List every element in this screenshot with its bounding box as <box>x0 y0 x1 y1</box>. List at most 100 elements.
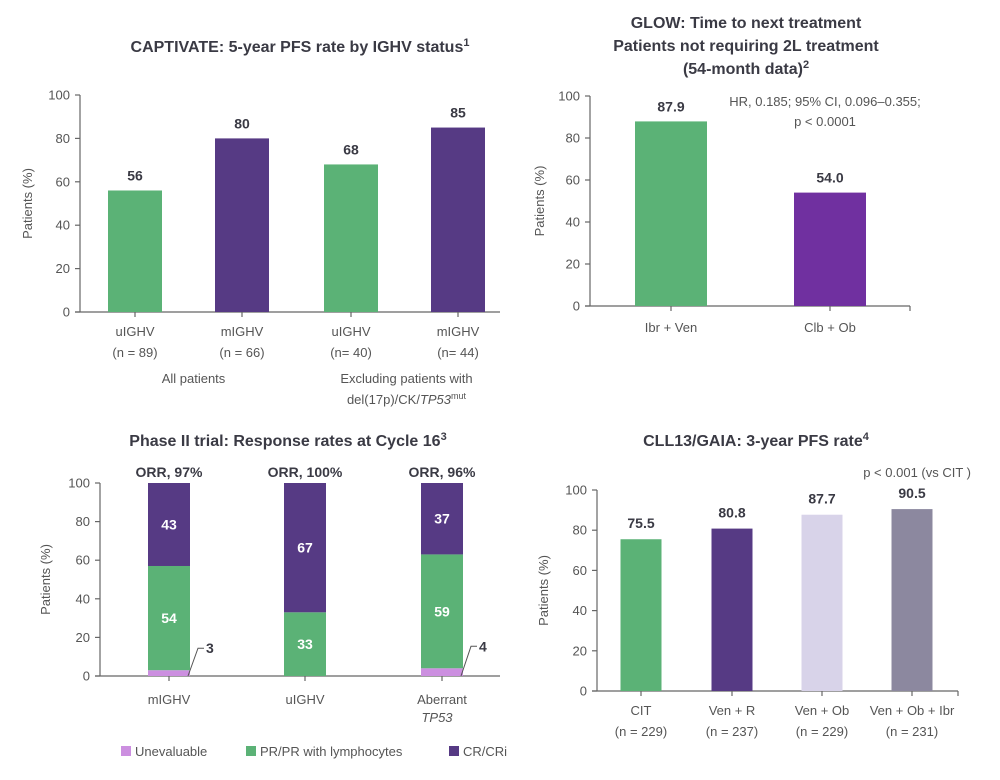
y-tick-label: 0 <box>580 684 587 699</box>
x-category-label: Aberrant <box>417 692 467 707</box>
y-tick-label: 80 <box>573 523 587 538</box>
x-category-label: mIGHV <box>437 324 480 339</box>
y-tick-label: 40 <box>573 603 587 618</box>
x-category-sublabel: (n = 229) <box>615 724 667 739</box>
callout-line <box>187 647 204 677</box>
y-tick-label: 40 <box>566 215 580 230</box>
stacked-bar-segment <box>148 565 190 671</box>
bar <box>635 121 707 306</box>
x-category-label: Ven + Ob <box>795 703 850 718</box>
segment-value-label: 3 <box>206 640 214 656</box>
chart-title-line2: Patients not requiring 2L treatment <box>613 38 879 55</box>
x-category-sublabel: (n = 89) <box>112 345 157 360</box>
orr-label: ORR, 100% <box>268 464 343 480</box>
bar-value-label: 87.9 <box>657 98 684 114</box>
x-category-label: Ibr + Ven <box>645 320 697 335</box>
x-category-label-line2: TP53 <box>421 710 453 725</box>
chart-title: CAPTIVATE: 5-year PFS rate by IGHV statu… <box>131 37 470 56</box>
segment-value-label: 37 <box>434 511 450 527</box>
x-category-label: uIGHV <box>285 692 324 707</box>
chart-title-line3: (54-month data)2 <box>683 59 809 78</box>
x-category-label: Clb + Ob <box>804 320 856 335</box>
y-tick-label: 80 <box>56 131 70 146</box>
y-tick-label: 100 <box>68 476 90 491</box>
bar-value-label: 85 <box>450 105 466 121</box>
y-axis-label: Patients (%) <box>38 544 53 615</box>
y-tick-label: 100 <box>48 88 70 103</box>
orr-label: ORR, 97% <box>136 464 203 480</box>
y-tick-label: 0 <box>63 305 70 320</box>
orr-label: ORR, 96% <box>409 464 476 480</box>
y-axis-label: Patients (%) <box>20 168 35 239</box>
y-tick-label: 60 <box>573 563 587 578</box>
bar-value-label: 87.7 <box>808 491 835 507</box>
chart-glow: GLOW: Time to next treatment Patients not… <box>532 15 921 335</box>
callout-line <box>460 645 477 677</box>
legend-swatch <box>449 746 459 756</box>
y-tick-label: 40 <box>56 218 70 233</box>
y-axis-label: Patients (%) <box>532 166 547 237</box>
bar-value-label: 56 <box>127 167 143 183</box>
legend: Unevaluable PR/PR with lymphocytes CR/CRi <box>121 744 507 759</box>
hr-annotation-line2: p < 0.0001 <box>794 114 856 129</box>
legend-label: PR/PR with lymphocytes <box>260 744 403 759</box>
segment-value-label: 67 <box>297 540 313 556</box>
bar-value-label: 80.8 <box>718 505 745 521</box>
x-category-sublabel: (n= 40) <box>330 345 372 360</box>
y-tick-label: 0 <box>573 299 580 314</box>
x-category-sublabel: (n = 66) <box>219 345 264 360</box>
x-category-sublabel: (n= 44) <box>437 345 479 360</box>
bar <box>431 127 485 312</box>
bar-value-label: 80 <box>234 115 250 131</box>
chart-title-line1: GLOW: Time to next treatment <box>631 15 862 32</box>
x-category-label: mIGHV <box>148 692 191 707</box>
y-tick-label: 0 <box>83 669 90 684</box>
x-category-label: CIT <box>631 703 652 718</box>
x-category-sublabel: (n = 237) <box>706 724 758 739</box>
stacked-bar-segment <box>148 670 190 676</box>
chart-phase2: Phase II trial: Response rates at Cycle … <box>38 431 507 759</box>
bar-value-label: 54.0 <box>816 170 843 186</box>
y-tick-label: 40 <box>76 591 90 606</box>
bar-value-label: 75.5 <box>627 515 654 531</box>
legend-label: Unevaluable <box>135 744 207 759</box>
y-tick-label: 20 <box>56 261 70 276</box>
bar <box>801 514 843 691</box>
chart-captivate: CAPTIVATE: 5-year PFS rate by IGHV statu… <box>20 37 500 407</box>
y-tick-label: 80 <box>76 514 90 529</box>
segment-value-label: 43 <box>161 516 177 532</box>
group-label-all-patients: All patients <box>162 371 226 386</box>
y-tick-label: 100 <box>565 483 587 498</box>
chart-title: Phase II trial: Response rates at Cycle … <box>129 431 446 450</box>
bar <box>215 138 269 312</box>
y-tick-label: 80 <box>566 131 580 146</box>
x-category-sublabel: (n = 229) <box>796 724 848 739</box>
y-tick-label: 20 <box>573 643 587 658</box>
chart-title: CLL13/GAIA: 3-year PFS rate4 <box>643 431 870 450</box>
stacked-bar-segment <box>421 483 463 555</box>
y-tick-label: 20 <box>76 630 90 645</box>
bar <box>108 190 162 312</box>
x-category-sublabel: (n = 231) <box>886 724 938 739</box>
legend-swatch <box>121 746 131 756</box>
y-tick-label: 20 <box>566 257 580 272</box>
bar <box>891 509 933 691</box>
stacked-bar-segment <box>284 483 326 613</box>
bar <box>794 192 866 306</box>
y-tick-label: 60 <box>56 174 70 189</box>
hr-annotation-line1: HR, 0.185; 95% CI, 0.096–0.355; <box>729 94 921 109</box>
x-category-label: mIGHV <box>221 324 264 339</box>
bar-value-label: 90.5 <box>898 485 925 501</box>
chart-cll13: CLL13/GAIA: 3-year PFS rate4 0 20 40 60 80 100… <box>536 431 971 739</box>
y-axis-label: Patients (%) <box>536 555 551 626</box>
segment-value-label: 59 <box>434 603 450 619</box>
y-tick-label: 60 <box>566 173 580 188</box>
segment-value-label: 54 <box>161 610 177 626</box>
group-label-excluding: Excluding patients with <box>340 371 472 386</box>
bar <box>620 539 662 691</box>
legend-label: CR/CRi <box>463 744 507 759</box>
y-tick-label: 100 <box>558 89 580 104</box>
stacked-bar-segment <box>148 483 190 566</box>
bar <box>711 528 753 691</box>
p-value-annotation: p < 0.001 (vs CIT ) <box>863 465 971 480</box>
